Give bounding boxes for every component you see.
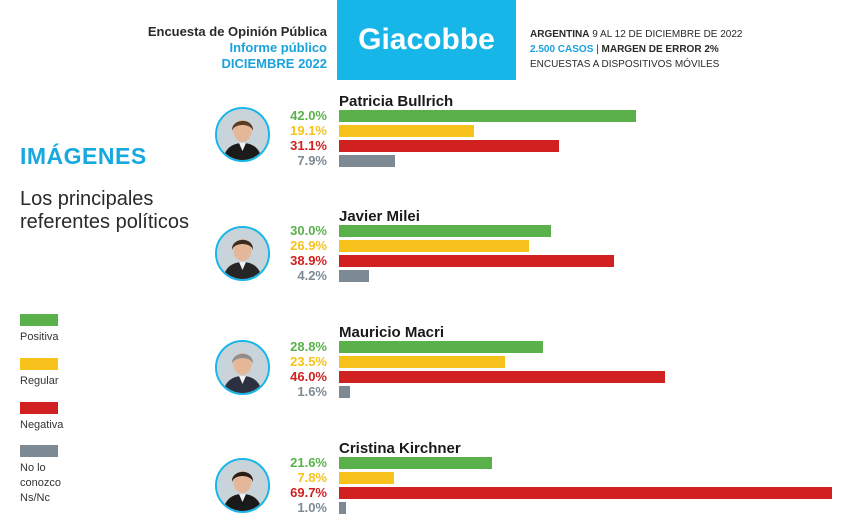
bar: [339, 140, 559, 152]
bar: [339, 472, 394, 484]
section-subtitle: Los principales referentes políticos: [20, 188, 189, 233]
bar-row: 28.8%: [0, 339, 862, 354]
bar-row: 42.0%: [0, 108, 862, 123]
bar: [339, 225, 551, 237]
data-label: 7.8%: [297, 470, 327, 485]
meta-separator: |: [593, 44, 602, 55]
bar-row: 26.9%: [0, 238, 862, 253]
data-label: 42.0%: [290, 108, 327, 123]
survey-date: DICIEMBRE 2022: [221, 56, 327, 71]
section-title: IMÁGENES: [20, 143, 147, 169]
survey-header: Encuesta de Opinión Pública Informe públ…: [148, 24, 327, 72]
bar-row: 31.1%: [0, 138, 862, 153]
candidate-photo-icon: [215, 340, 270, 395]
legend-item: No lo conozco Ns/Nc: [20, 445, 61, 506]
candidate-photo-icon: [215, 226, 270, 281]
survey-meta: ARGENTINA 9 AL 12 DE DICIEMBRE DE 2022 2…: [530, 27, 743, 72]
bar-row: 21.6%: [0, 455, 862, 470]
candidate-name: Patricia Bullrich: [339, 93, 454, 110]
legend-label: Regular: [20, 375, 59, 387]
bar-row: 19.1%: [0, 123, 862, 138]
data-label: 46.0%: [290, 369, 327, 384]
meta-location-dates: ARGENTINA 9 AL 12 DE DICIEMBRE DE 2022: [530, 27, 743, 42]
meta-country: ARGENTINA: [530, 29, 590, 40]
bar: [339, 270, 369, 282]
meta-dates: 9 AL 12 DE DICIEMBRE DE 2022: [589, 29, 743, 40]
data-label: 1.6%: [297, 384, 327, 399]
bar-row: 46.0%: [0, 369, 862, 384]
brand-logo: Giacobbe: [337, 0, 516, 80]
bar: [339, 255, 614, 267]
bar-row: 7.9%: [0, 153, 862, 168]
data-label: 19.1%: [290, 123, 327, 138]
bar: [339, 371, 665, 383]
meta-cases: 2.500 CASOS: [530, 44, 594, 55]
bar-row: 69.7%: [0, 485, 862, 500]
bar: [339, 110, 636, 122]
bar: [339, 487, 832, 499]
bar: [339, 240, 529, 252]
bar: [339, 502, 346, 514]
data-label: 7.9%: [297, 153, 327, 168]
bar: [339, 386, 350, 398]
meta-error: MARGEN DE ERROR 2%: [601, 44, 719, 55]
survey-subtitle: Informe público: [229, 40, 328, 55]
bar: [339, 356, 505, 368]
legend-item: Regular: [20, 358, 59, 389]
bar-row: 38.9%: [0, 253, 862, 268]
bar-row: 23.5%: [0, 354, 862, 369]
candidate-name: Mauricio Macri: [339, 324, 445, 341]
legend-swatch: [20, 402, 58, 414]
data-label: 1.0%: [297, 500, 327, 515]
meta-sample: 2.500 CASOS | MARGEN DE ERROR 2%: [530, 42, 743, 57]
bar: [339, 125, 474, 137]
legend-item: Negativa: [20, 402, 63, 433]
bar: [339, 341, 543, 353]
data-label: 4.2%: [297, 268, 327, 283]
data-label: 38.9%: [290, 253, 327, 268]
bar-row: 7.8%: [0, 470, 862, 485]
survey-title: Encuesta de Opinión Pública: [147, 24, 327, 39]
bar-row: 1.0%: [0, 500, 862, 515]
legend-label: Negativa: [20, 419, 64, 431]
legend-item: Positiva: [20, 314, 59, 345]
candidate-name: Cristina Kirchner: [339, 440, 461, 457]
data-label: 30.0%: [290, 223, 327, 238]
legend-swatch: [20, 445, 58, 457]
bar: [339, 155, 395, 167]
legend-label: Positiva: [20, 331, 59, 343]
data-label: 23.5%: [290, 354, 327, 369]
bar: [339, 457, 492, 469]
legend-swatch: [20, 314, 58, 326]
data-label: 31.1%: [290, 138, 327, 153]
candidate-photo-icon: [215, 107, 270, 162]
data-label: 69.7%: [290, 485, 327, 500]
data-label: 28.8%: [290, 339, 327, 354]
data-label: 21.6%: [290, 455, 327, 470]
data-label: 26.9%: [290, 238, 327, 253]
bar-row: 4.2%: [0, 268, 862, 283]
bar-row: 1.6%: [0, 384, 862, 399]
candidate-photo-icon: [215, 458, 270, 513]
bar-row: 30.0%: [0, 223, 862, 238]
legend-label: No lo conozco Ns/Nc: [20, 462, 61, 504]
candidate-name: Javier Milei: [339, 208, 420, 225]
legend-swatch: [20, 358, 58, 370]
meta-method: ENCUESTAS A DISPOSITIVOS MÓVILES: [530, 59, 720, 70]
